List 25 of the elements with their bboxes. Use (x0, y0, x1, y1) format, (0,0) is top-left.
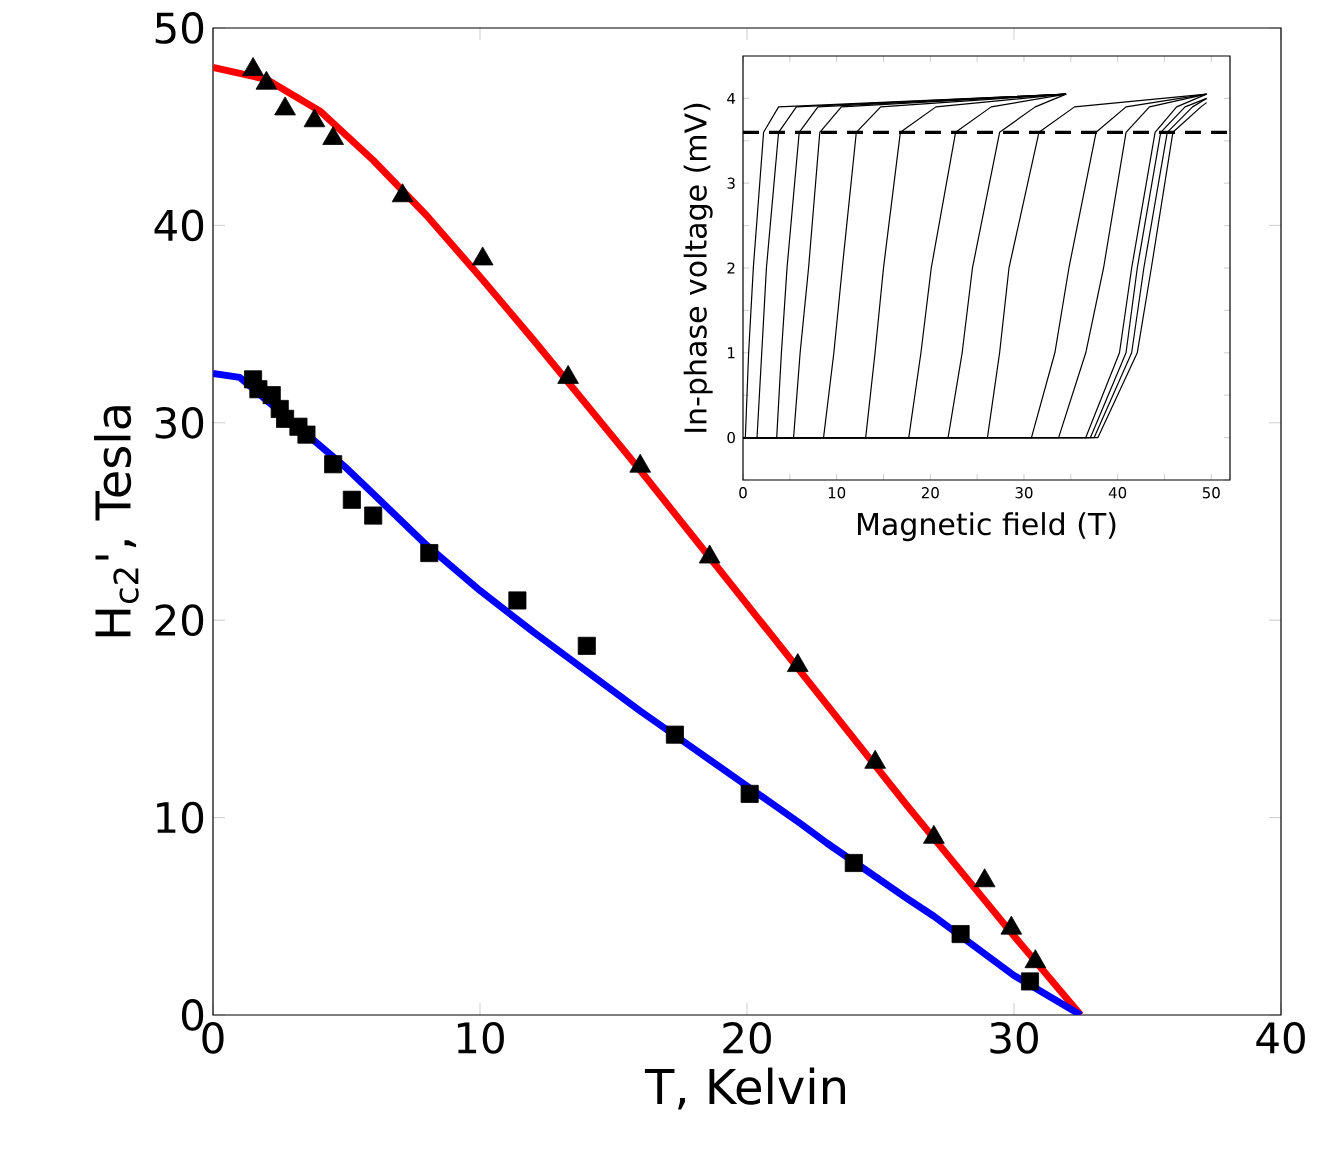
x-tick-label: 30 (990, 1022, 1038, 1054)
y-tick-label: 1 (728, 347, 735, 359)
y-tick-label: 50 (155, 12, 204, 44)
x-tick-label: 10 (457, 1022, 504, 1054)
x-tick-label: 10 (828, 487, 846, 499)
x-axis-title: T, Kelvin (644, 1067, 845, 1110)
x-axis-title: Magnetic field (T) (858, 512, 1116, 542)
x-tick-label: 30 (1015, 487, 1033, 499)
y-tick-label: 0 (727, 431, 735, 444)
x-tick-label: 40 (1256, 1022, 1305, 1054)
x-tick-label: 0 (202, 1022, 224, 1054)
y-axis-title: H$_{c2}$', Tesla (94, 406, 139, 637)
y-tick-label: 4 (727, 92, 736, 104)
y-axis-title: In-phase voltage (mV) (683, 103, 713, 432)
x-tick-label: 20 (921, 487, 939, 499)
y-tick-label: 0 (181, 999, 204, 1031)
y-tick-label: 20 (155, 604, 204, 637)
y-tick-label: 40 (154, 209, 204, 242)
y-tick-label: 30 (155, 406, 204, 439)
y-tick-label: 2 (727, 262, 735, 274)
y-tick-label: 10 (157, 801, 204, 834)
y-tick-label: 3 (727, 177, 735, 189)
x-tick-label: 50 (1202, 487, 1220, 499)
x-tick-label: 40 (1108, 487, 1127, 499)
x-tick-label: 0 (739, 487, 747, 499)
